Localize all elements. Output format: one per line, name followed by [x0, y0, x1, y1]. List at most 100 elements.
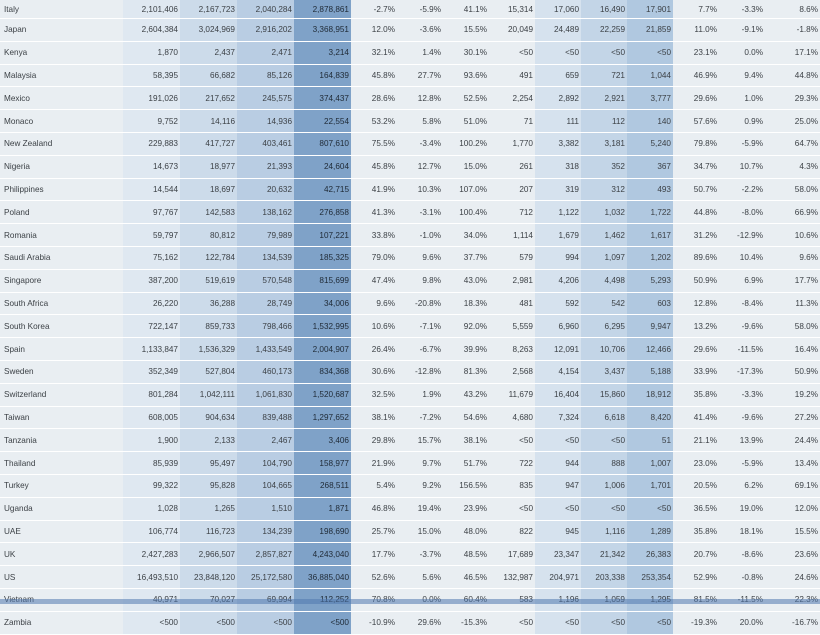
table-row: Thailand 85,939 95,497 104,790 158,977 21.9% 9…: [0, 451, 820, 475]
value-cell: 9,947: [627, 314, 673, 339]
table-row: UAE 106,774 116,723 134,239 198,690 25.7% 15.0…: [0, 520, 820, 544]
value-cell: 253,354: [627, 565, 673, 589]
value-cell: 66,682: [180, 64, 237, 88]
value-cell: 2,921: [581, 86, 627, 111]
value-cell: 66.9%: [765, 200, 820, 225]
value-cell: 1,870: [123, 41, 180, 65]
value-cell: 44.8%: [765, 64, 820, 88]
country-cell: South Korea: [0, 314, 123, 339]
value-cell: 570,548: [237, 269, 294, 293]
value-cell: -7.1%: [397, 314, 443, 339]
country-cell: Zambia: [0, 611, 123, 635]
value-cell: 31.2%: [673, 223, 719, 247]
value-cell: 81.5%: [673, 588, 719, 612]
value-cell: 542: [581, 292, 627, 316]
country-cell: Romania: [0, 223, 123, 247]
value-cell: 164,839: [294, 64, 351, 88]
value-cell: 16,404: [535, 383, 581, 407]
value-cell: 217,652: [180, 86, 237, 111]
value-cell: 2,040,284: [237, 0, 294, 19]
value-cell: -9.1%: [719, 18, 765, 42]
value-cell: 51.0%: [443, 109, 489, 133]
table-row: Tanzania 1,900 2,133 2,467 3,406 29.8% 15.7% 38…: [0, 428, 820, 453]
value-cell: 8,420: [627, 406, 673, 430]
value-cell: 17.7%: [351, 542, 397, 567]
value-cell: 2,471: [237, 41, 294, 65]
table-row: Italy 2,101,406 2,167,723 2,040,284 2,878,86…: [0, 0, 820, 19]
value-cell: 1.0%: [719, 86, 765, 111]
value-cell: 10.6%: [351, 314, 397, 339]
value-cell: 104,790: [237, 451, 294, 475]
country-cell: Thailand: [0, 451, 123, 475]
value-cell: 23.1%: [673, 41, 719, 65]
value-cell: 34,006: [294, 292, 351, 316]
value-cell: 9,752: [123, 109, 180, 133]
value-cell: 97,767: [123, 200, 180, 225]
value-cell: 29.3%: [765, 86, 820, 111]
value-cell: 268,511: [294, 474, 351, 498]
value-cell: 116,723: [180, 520, 237, 544]
value-cell: 1,900: [123, 428, 180, 453]
value-cell: 947: [535, 474, 581, 498]
value-cell: -1.0%: [397, 223, 443, 247]
value-cell: 51.7%: [443, 451, 489, 475]
value-cell: 1,116: [581, 520, 627, 544]
value-cell: 85,126: [237, 64, 294, 88]
value-cell: 276,858: [294, 200, 351, 225]
value-cell: <50: [489, 41, 535, 65]
value-cell: 48.0%: [443, 520, 489, 544]
value-cell: 6,295: [581, 314, 627, 339]
value-cell: 2,167,723: [180, 0, 237, 19]
value-cell: <50: [627, 497, 673, 521]
table-row: Singapore 387,200 519,619 570,548 815,699 47.…: [0, 269, 820, 293]
value-cell: 1.9%: [397, 383, 443, 407]
value-cell: 904,634: [180, 406, 237, 430]
value-cell: <50: [535, 41, 581, 65]
value-cell: 12.7%: [397, 155, 443, 179]
value-cell: 12.0%: [765, 497, 820, 521]
value-cell: 9.6%: [397, 246, 443, 270]
value-cell: 10.3%: [397, 178, 443, 202]
value-cell: 95,497: [180, 451, 237, 475]
value-cell: 24.4%: [765, 428, 820, 453]
value-cell: 46.9%: [673, 64, 719, 88]
value-cell: 12.0%: [351, 18, 397, 42]
value-cell: 3,437: [581, 360, 627, 384]
value-cell: 6.2%: [719, 474, 765, 498]
value-cell: 41.9%: [351, 178, 397, 202]
value-cell: 69,994: [237, 588, 294, 612]
value-cell: -3.7%: [397, 542, 443, 567]
value-cell: 807,610: [294, 132, 351, 156]
country-cell: Philippines: [0, 178, 123, 202]
value-cell: 1,044: [627, 64, 673, 88]
value-cell: 3,406: [294, 428, 351, 453]
table-row: Taiwan 608,005 904,634 839,488 1,297,652 38.1…: [0, 406, 820, 430]
value-cell: <500: [237, 611, 294, 635]
value-cell: 52.6%: [351, 565, 397, 589]
value-cell: 5,188: [627, 360, 673, 384]
value-cell: 519,619: [180, 269, 237, 293]
value-cell: 25,172,580: [237, 565, 294, 589]
value-cell: 1,196: [535, 588, 581, 612]
country-cell: Uganda: [0, 497, 123, 521]
value-cell: 24,489: [535, 18, 581, 42]
value-cell: 41.4%: [673, 406, 719, 430]
country-cell: Switzerland: [0, 383, 123, 407]
value-cell: 57.6%: [673, 109, 719, 133]
value-cell: 2,004,907: [294, 337, 351, 361]
value-cell: 491: [489, 64, 535, 88]
value-cell: <50: [535, 428, 581, 453]
value-cell: 4,206: [535, 269, 581, 293]
value-cell: 14,673: [123, 155, 180, 179]
value-cell: 15,314: [489, 0, 535, 19]
value-cell: 80,812: [180, 223, 237, 247]
table-row: Vietnam 40,971 70,027 69,994 112,252 70.8% 0.0…: [0, 588, 820, 612]
value-cell: 17,060: [535, 0, 581, 19]
value-cell: 142,583: [180, 200, 237, 225]
value-cell: 29.6%: [673, 337, 719, 361]
value-cell: 21,393: [237, 155, 294, 179]
value-cell: 2,101,406: [123, 0, 180, 19]
value-cell: -3.6%: [397, 18, 443, 42]
value-cell: -3.3%: [719, 383, 765, 407]
